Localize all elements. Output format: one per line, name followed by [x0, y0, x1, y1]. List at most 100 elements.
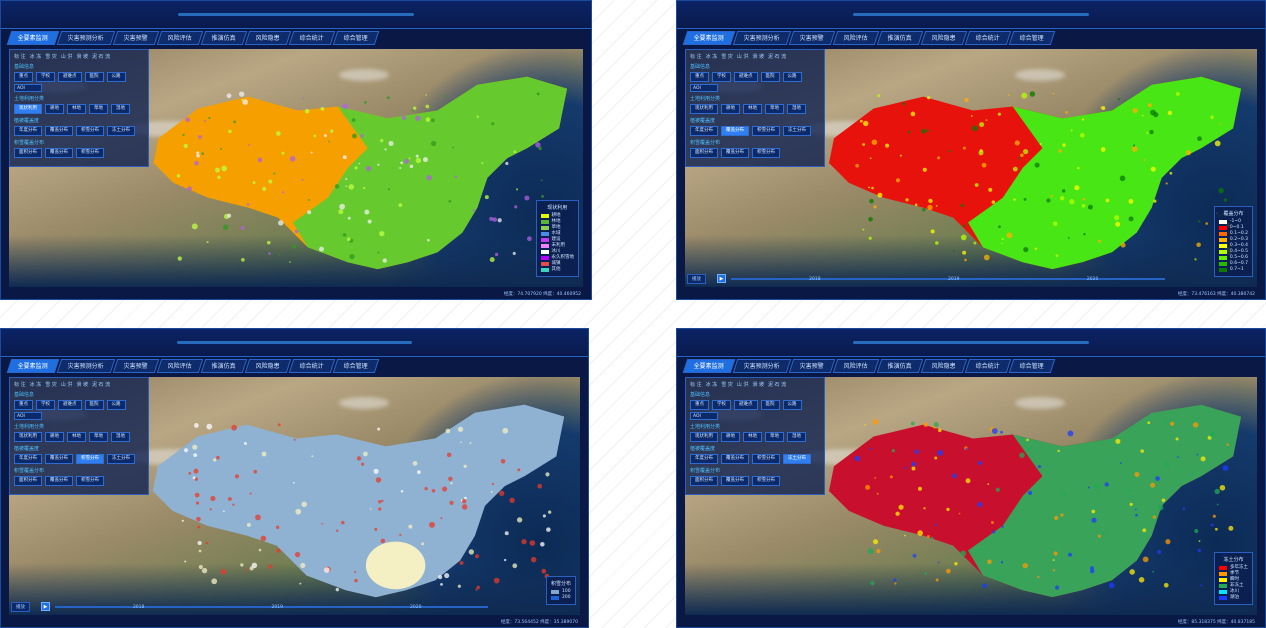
play-icon[interactable]: ▶: [41, 602, 50, 611]
layer-toggle[interactable]: 标 注: [14, 382, 26, 388]
sidebar-option-button[interactable]: 学校: [36, 72, 55, 82]
sidebar-option-button[interactable]: 覆盖分布: [45, 148, 73, 158]
sidebar-option-button[interactable]: 林地: [743, 104, 762, 114]
nav-tab[interactable]: 灾害预测分析: [56, 359, 116, 373]
layer-toggle[interactable]: 滑 坡: [752, 54, 764, 60]
sidebar-option-button[interactable]: 覆盖分布: [45, 126, 73, 136]
layer-toggle[interactable]: 滑 坡: [76, 382, 88, 388]
sidebar-option-button[interactable]: 湿地: [111, 104, 130, 114]
sidebar-option-button[interactable]: 积雪分布: [76, 476, 104, 486]
aoi-select[interactable]: AOI: [14, 412, 42, 420]
layer-toggle[interactable]: 标 注: [690, 54, 702, 60]
nav-tab[interactable]: 灾害预测分析: [56, 31, 116, 45]
sidebar-option-button[interactable]: 公路: [782, 400, 802, 410]
layer-toggle[interactable]: 雪 灾: [721, 54, 733, 60]
sidebar-option-button[interactable]: 年度分布: [690, 126, 718, 136]
layer-toggle[interactable]: 山 洪: [60, 382, 73, 388]
nav-tab[interactable]: 综合管理: [332, 359, 380, 373]
nav-tab[interactable]: 灾害预警: [112, 31, 160, 45]
sidebar-option-button[interactable]: 林地: [67, 432, 86, 442]
sidebar-option-button[interactable]: 现状利用: [14, 104, 42, 114]
nav-tab[interactable]: 风险隐患: [244, 359, 292, 373]
layer-toggle[interactable]: 冰 冻: [29, 382, 42, 388]
nav-tab[interactable]: 灾害预测分析: [732, 359, 792, 373]
sidebar-option-button[interactable]: 积雪分布: [76, 126, 104, 136]
nav-tab[interactable]: 风险评估: [832, 359, 880, 373]
sidebar-option-button[interactable]: 医院: [760, 400, 780, 410]
sidebar-option-button[interactable]: 耕地: [721, 104, 740, 114]
layer-toggle[interactable]: 山 洪: [60, 54, 73, 60]
nav-tab[interactable]: 风险评估: [156, 31, 204, 45]
layer-toggle[interactable]: 标 注: [690, 382, 702, 388]
sidebar-option-button[interactable]: 积雪分布: [752, 126, 780, 136]
sidebar-option-button[interactable]: 年度分布: [14, 454, 42, 464]
timeline-track[interactable]: 2018 2019 2020: [55, 605, 488, 610]
sidebar-option-button[interactable]: 面积分布: [14, 476, 42, 486]
nav-tab[interactable]: 全要素监测: [682, 359, 736, 373]
nav-tab[interactable]: 灾害预警: [788, 31, 836, 45]
sidebar-option-button[interactable]: 公路: [106, 72, 126, 82]
timeline-track[interactable]: 2018 2019 2020: [731, 277, 1165, 282]
sidebar-option-button[interactable]: 草地: [89, 432, 108, 442]
sidebar-option-button[interactable]: 湿地: [787, 104, 806, 114]
sidebar-option-button[interactable]: 学校: [712, 400, 731, 410]
sidebar-option-button[interactable]: 草地: [765, 104, 784, 114]
nav-tab[interactable]: 综合管理: [1008, 31, 1056, 45]
nav-tab[interactable]: 灾害预测分析: [732, 31, 792, 45]
aoi-select[interactable]: AOI: [690, 84, 718, 92]
sidebar-option-button[interactable]: 覆盖分布: [721, 126, 749, 136]
sidebar-option-button[interactable]: 重点: [690, 72, 709, 82]
nav-tab[interactable]: 风险评估: [832, 31, 880, 45]
sidebar-option-button[interactable]: 避难点: [58, 400, 82, 410]
sidebar-option-button[interactable]: 积雪分布: [752, 454, 780, 464]
nav-tab[interactable]: 推演仿真: [200, 31, 248, 45]
layer-toggle[interactable]: 泥 石 流: [91, 382, 111, 388]
nav-tab[interactable]: 风险隐患: [920, 31, 968, 45]
sidebar-option-button[interactable]: 冻土分布: [107, 454, 135, 464]
nav-tab[interactable]: 风险评估: [156, 359, 204, 373]
layer-toggle[interactable]: 冰 冻: [705, 54, 718, 60]
sidebar-option-button[interactable]: 林地: [743, 432, 762, 442]
sidebar-option-button[interactable]: 面积分布: [690, 148, 718, 158]
sidebar-option-button[interactable]: 湿地: [111, 432, 130, 442]
nav-tab[interactable]: 综合统计: [288, 359, 336, 373]
sidebar-option-button[interactable]: 覆盖分布: [45, 454, 73, 464]
nav-tab[interactable]: 灾害预警: [788, 359, 836, 373]
layer-toggle[interactable]: 泥 石 流: [767, 54, 787, 60]
sidebar-option-button[interactable]: 年度分布: [690, 454, 718, 464]
sidebar-option-button[interactable]: 医院: [84, 400, 104, 410]
nav-tab[interactable]: 推演仿真: [876, 31, 924, 45]
sidebar-option-button[interactable]: 重点: [14, 72, 33, 82]
sidebar-option-button[interactable]: 重点: [14, 400, 33, 410]
sidebar-option-button[interactable]: 耕地: [45, 432, 64, 442]
sidebar-option-button[interactable]: 面积分布: [690, 476, 718, 486]
layer-toggle[interactable]: 泥 石 流: [91, 54, 111, 60]
sidebar-option-button[interactable]: 草地: [89, 104, 108, 114]
play-icon[interactable]: ▶: [717, 274, 726, 283]
nav-tab[interactable]: 综合管理: [332, 31, 380, 45]
layer-toggle[interactable]: 雪 灾: [45, 54, 57, 60]
nav-tab[interactable]: 综合统计: [964, 31, 1012, 45]
nav-tab[interactable]: 风险隐患: [244, 31, 292, 45]
nav-tab[interactable]: 灾害预警: [112, 359, 160, 373]
sidebar-option-button[interactable]: 覆盖分布: [45, 476, 73, 486]
sidebar-option-button[interactable]: 公路: [782, 72, 802, 82]
layer-toggle[interactable]: 标 注: [14, 54, 26, 60]
sidebar-option-button[interactable]: 学校: [36, 400, 55, 410]
sidebar-option-button[interactable]: 覆盖分布: [721, 476, 749, 486]
nav-tab[interactable]: 综合管理: [1008, 359, 1056, 373]
nav-tab[interactable]: 综合统计: [288, 31, 336, 45]
sidebar-option-button[interactable]: 湿地: [787, 432, 806, 442]
sidebar-option-button[interactable]: 积雪分布: [752, 148, 780, 158]
sidebar-option-button[interactable]: 公路: [106, 400, 126, 410]
nav-tab[interactable]: 全要素监测: [6, 359, 60, 373]
nav-tab[interactable]: 推演仿真: [876, 359, 924, 373]
satellite-map[interactable]: [685, 49, 1257, 287]
layer-toggle[interactable]: 雪 灾: [721, 382, 733, 388]
layer-toggle[interactable]: 滑 坡: [76, 54, 88, 60]
layer-toggle[interactable]: 山 洪: [736, 54, 749, 60]
satellite-map[interactable]: [9, 49, 583, 287]
sidebar-option-button[interactable]: 耕地: [721, 432, 740, 442]
layer-toggle[interactable]: 滑 坡: [752, 382, 764, 388]
layer-toggle[interactable]: 泥 石 流: [767, 382, 787, 388]
